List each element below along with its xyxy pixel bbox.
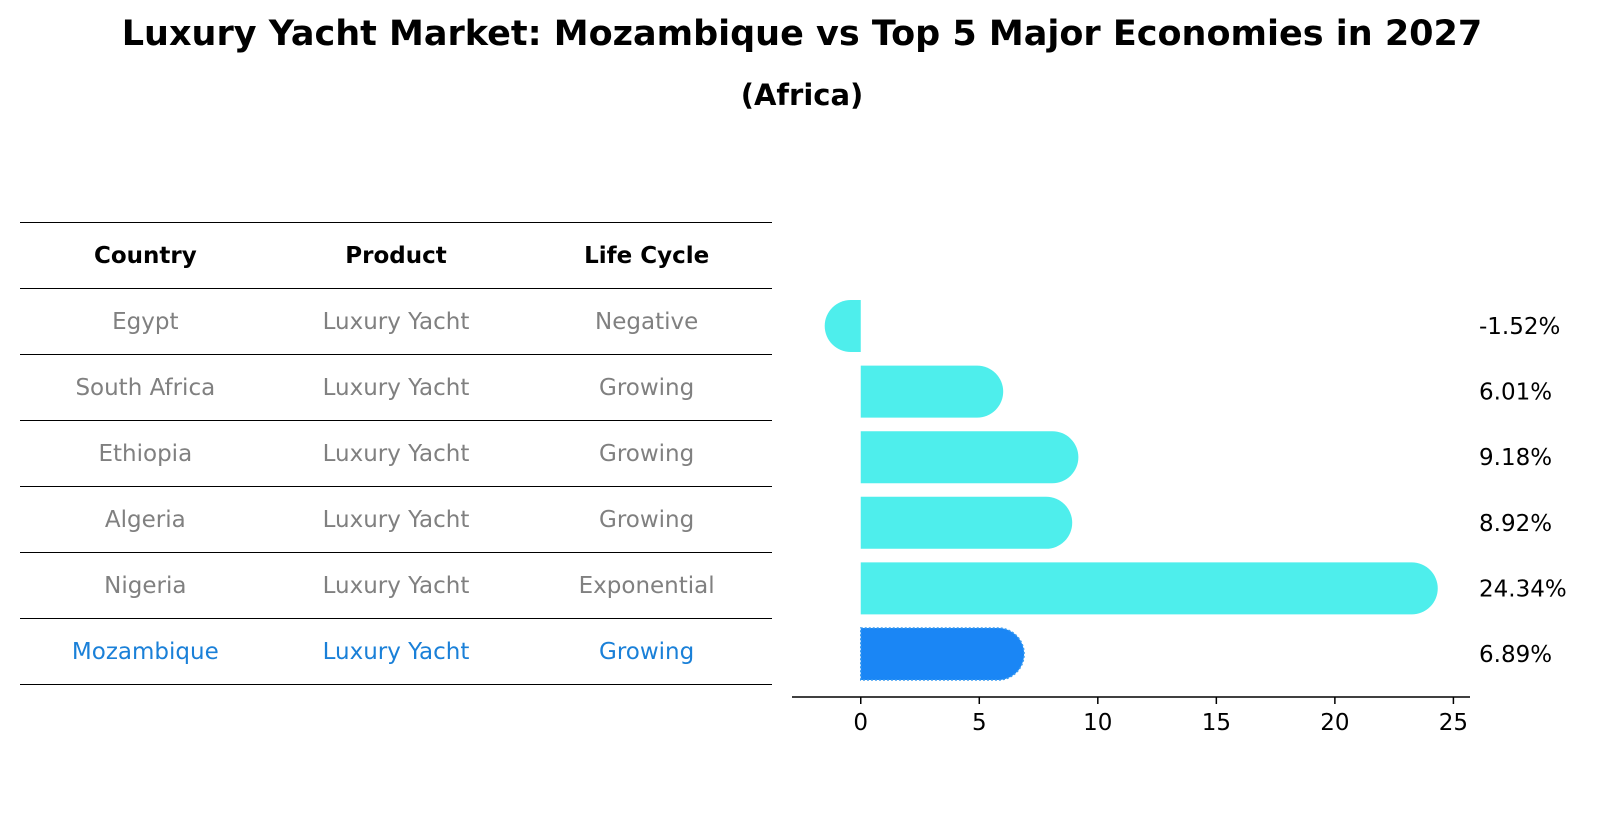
bar-algeria (860, 496, 1073, 549)
life-cycle-cell: Growing (599, 374, 695, 401)
country-cell: Nigeria (104, 572, 187, 599)
country-cell: Ethiopia (98, 440, 193, 467)
data-table: Country Product Life Cycle Egypt Luxury … (20, 222, 772, 685)
column-header-country: Country (93, 242, 197, 269)
value-label: 6.01% (1479, 380, 1552, 406)
country-cell: Algeria (104, 506, 186, 533)
product-cell: Luxury Yacht (322, 506, 470, 533)
product-cell: Luxury Yacht (322, 374, 470, 401)
table-row-highlighted: Mozambique Luxury Yacht Growing (20, 619, 772, 685)
life-cycle-cell: Negative (595, 308, 699, 335)
x-tick-label: 0 (853, 710, 868, 736)
product-cell: Luxury Yacht (322, 440, 470, 467)
bar-ethiopia (860, 431, 1079, 484)
life-cycle-cell: Growing (599, 506, 695, 533)
country-cell: Egypt (112, 308, 179, 335)
table-header-row: Country Product Life Cycle (20, 223, 772, 289)
bar-nigeria (860, 562, 1438, 615)
x-tick-label: 5 (972, 710, 987, 736)
bar-mozambique (859, 627, 1025, 681)
value-label: 6.89% (1479, 642, 1552, 668)
x-tick-label: 15 (1202, 710, 1231, 736)
country-cell: South Africa (75, 374, 216, 401)
column-header-product: Product (345, 242, 447, 269)
product-cell: Luxury Yacht (322, 572, 470, 599)
country-cell: Mozambique (71, 638, 219, 665)
table-row: Algeria Luxury Yacht Growing (20, 487, 772, 553)
value-label: -1.52% (1479, 314, 1560, 340)
x-tick-label: 10 (1083, 710, 1112, 736)
value-label: 8.92% (1479, 511, 1552, 537)
chart-title: Luxury Yacht Market: Mozambique vs Top 5… (121, 14, 1483, 54)
product-cell: Luxury Yacht (322, 638, 470, 665)
table-row: Nigeria Luxury Yacht Exponential (20, 553, 772, 619)
x-tick-label: 25 (1439, 710, 1468, 736)
life-cycle-cell: Growing (599, 638, 695, 665)
column-header-life-cycle: Life Cycle (584, 242, 710, 269)
value-label: 9.18% (1479, 445, 1552, 471)
x-tick-label: 20 (1320, 710, 1349, 736)
bar-egypt (824, 300, 861, 352)
bar-south-africa (860, 365, 1004, 418)
life-cycle-cell: Exponential (578, 572, 715, 599)
table-row: South Africa Luxury Yacht Growing (20, 355, 772, 421)
table-row: Ethiopia Luxury Yacht Growing (20, 421, 772, 487)
life-cycle-cell: Growing (599, 440, 695, 467)
value-label: 24.34% (1479, 576, 1567, 602)
product-cell: Luxury Yacht (322, 308, 470, 335)
chart-subtitle: (Africa) (740, 78, 864, 112)
table-row: Egypt Luxury Yacht Negative (20, 289, 772, 355)
